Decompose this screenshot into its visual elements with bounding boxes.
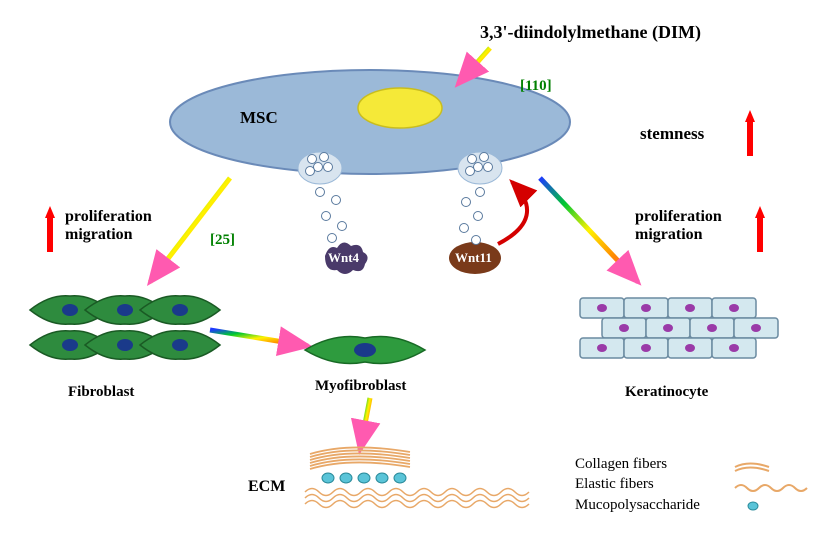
msc-cell — [170, 70, 570, 184]
keratinocyte-grid — [580, 298, 778, 358]
ref-25: [25] — [210, 232, 235, 249]
prolif-left-l1: proliferation — [65, 208, 152, 226]
ref-110: [110] — [520, 78, 552, 95]
up-arrow-icon — [45, 206, 55, 252]
myofibroblast-label: Myofibroblast — [315, 378, 406, 395]
fibroblast-label: Fibroblast — [68, 384, 134, 401]
vesicle-icon — [459, 223, 469, 233]
legend-muco: Mucopolysaccharide — [575, 495, 700, 515]
vesicle-icon — [473, 211, 483, 221]
vesicle-icon — [319, 152, 329, 162]
vesicle-icon — [331, 195, 341, 205]
vesicle-icon — [337, 221, 347, 231]
wnt11-label: Wnt11 — [455, 250, 492, 266]
vesicle-icon — [465, 166, 475, 176]
prolif-left-l2: migration — [65, 226, 152, 244]
vesicle-icon — [327, 233, 337, 243]
ecm-graphic — [305, 447, 529, 507]
up-arrow-icon — [755, 206, 765, 252]
diagram-canvas — [0, 0, 832, 537]
prolif-right-l1: proliferation — [635, 208, 722, 226]
vesicle-icon — [479, 152, 489, 162]
wnt11-feedback-arrow — [498, 182, 527, 244]
wnt4-label: Wnt4 — [328, 250, 359, 266]
vesicle-icon — [461, 197, 471, 207]
fibroblast-cluster — [30, 296, 220, 359]
vesicle-icon — [471, 235, 481, 245]
msc-label: MSC — [240, 108, 278, 128]
vesicle-icon — [305, 166, 315, 176]
vesicle-icon — [321, 211, 331, 221]
ecm-label: ECM — [248, 478, 285, 496]
myofibroblast-cell — [305, 337, 425, 364]
legend-swatches — [735, 464, 807, 511]
up-arrow-icon — [745, 110, 755, 156]
vesicle-icon — [475, 187, 485, 197]
vesicle-icon — [483, 162, 493, 172]
stemness-label: stemness — [640, 124, 704, 144]
prolif-right-l2: migration — [635, 226, 722, 244]
legend-elastic: Elastic fibers — [575, 474, 700, 494]
title: 3,3'-diindolylmethane (DIM) — [480, 22, 701, 43]
prolif-left: proliferation migration — [65, 208, 152, 245]
legend: Collagen fibers Elastic fibers Mucopolys… — [575, 454, 700, 515]
legend-collagen: Collagen fibers — [575, 454, 700, 474]
vesicle-icon — [323, 162, 333, 172]
keratinocyte-label: Keratinocyte — [625, 384, 708, 401]
vesicle-icon — [315, 187, 325, 197]
prolif-right: proliferation migration — [635, 208, 722, 245]
